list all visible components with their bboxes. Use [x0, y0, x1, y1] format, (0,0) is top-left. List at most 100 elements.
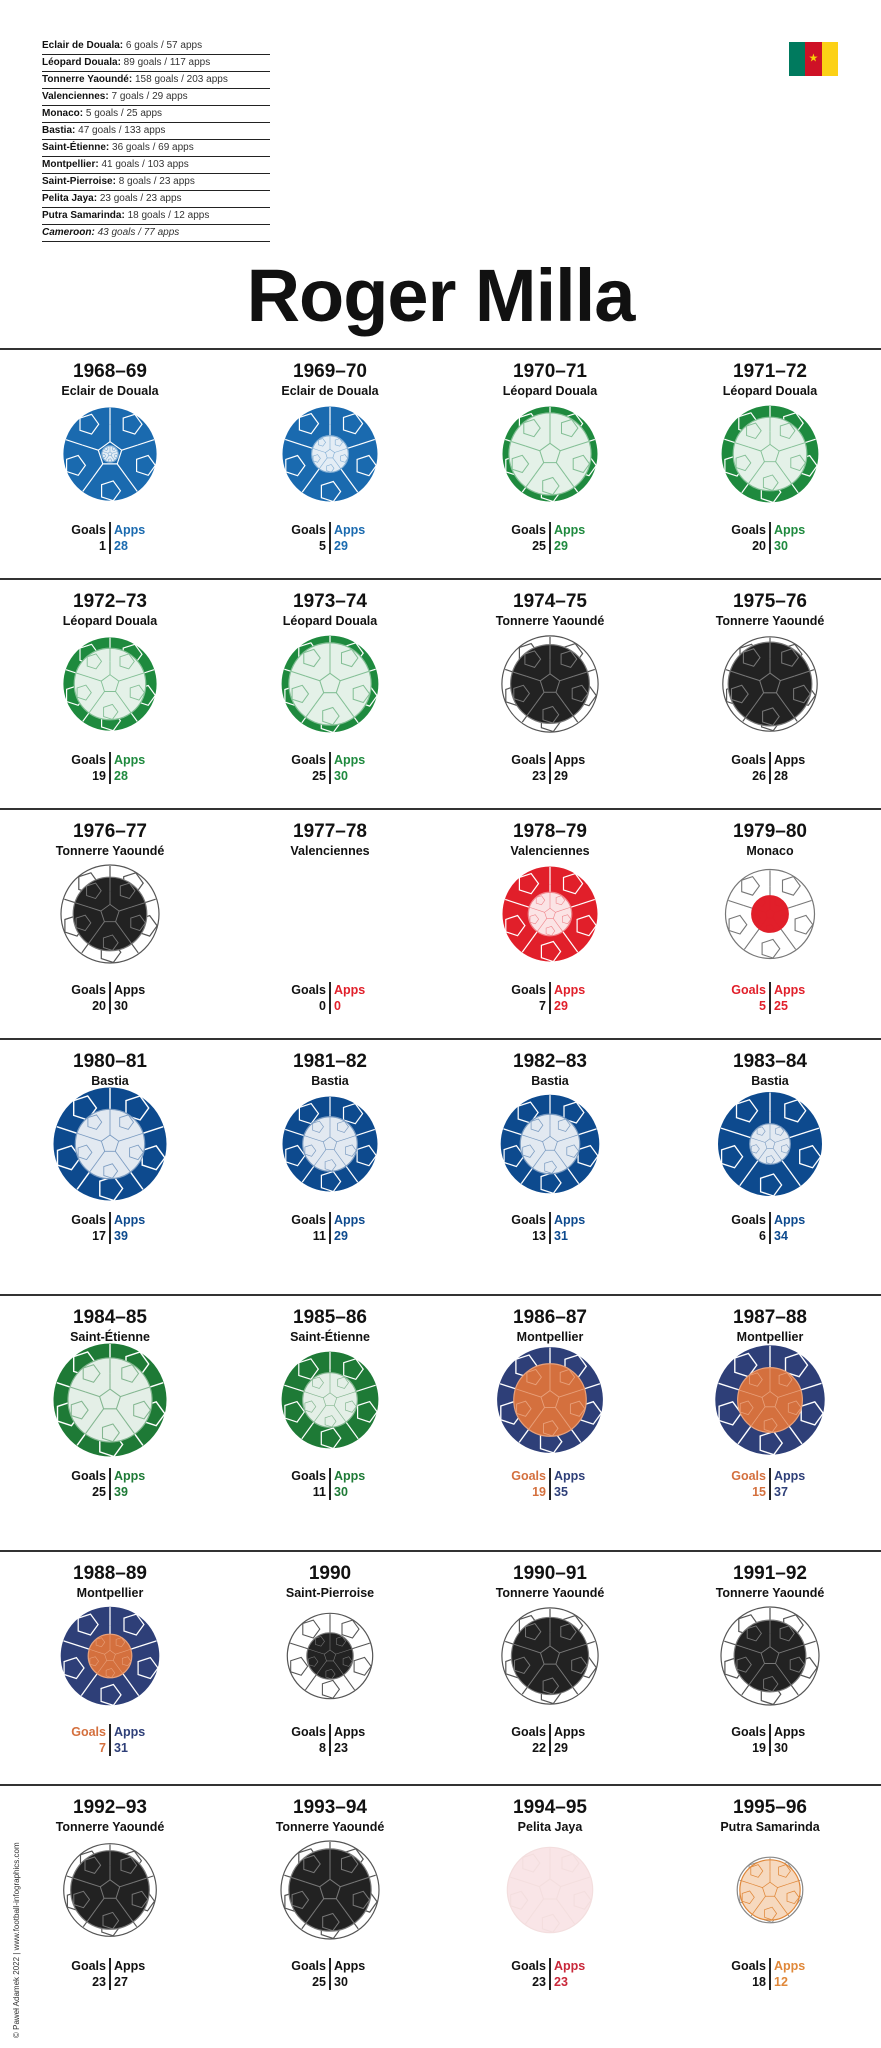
apps-label: Apps — [334, 983, 366, 997]
club-label: Montpellier — [736, 1330, 804, 1344]
season-stats: Goals 11 Apps 29 — [220, 1210, 440, 1248]
goals-label: Goals — [291, 1725, 326, 1739]
season-label: 1982–83 — [513, 1051, 587, 1072]
club-label: Tonnerre Yaoundé — [55, 844, 165, 858]
apps-label: Apps — [554, 983, 586, 997]
club-label: Tonnerre Yaoundé — [275, 1820, 385, 1834]
season-card: 1993–94 Tonnerre Yaoundé Goals 25 Apps 30 — [220, 1786, 440, 2016]
row-divider — [0, 1038, 881, 1040]
summary-club: Monaco: — [42, 108, 84, 119]
summary-row: Tonnerre Yaoundé: 158 goals / 203 apps — [42, 72, 270, 89]
season-card: 1976–77 Tonnerre Yaoundé Goals 20 Apps 30 — [0, 810, 220, 1040]
stats-divider — [329, 1724, 331, 1756]
goals-ball — [733, 1619, 807, 1693]
season-label: 1992–93 — [73, 1797, 147, 1818]
apps-label: Apps — [114, 1213, 146, 1227]
goals-value: 7 — [99, 1741, 106, 1755]
apps-value: 35 — [554, 1485, 568, 1499]
goals-value: 0 — [319, 999, 326, 1013]
ball-visual — [440, 1552, 660, 1782]
apps-label: Apps — [334, 753, 366, 767]
goals-value: 6 — [759, 1229, 766, 1243]
goals-ball — [101, 445, 119, 463]
season-label: 1970–71 — [513, 361, 587, 382]
apps-label: Apps — [114, 983, 146, 997]
season-stats: Goals 1 Apps 28 — [0, 520, 220, 558]
goals-ball — [288, 1848, 372, 1932]
ball-visual — [440, 1786, 660, 2016]
club-label: Léopard Douala — [502, 384, 598, 398]
season-stats: Goals 17 Apps 39 — [0, 1210, 220, 1248]
summary-club: Montpellier: — [42, 159, 99, 170]
club-label: Valenciennes — [510, 844, 590, 858]
apps-value: 29 — [554, 999, 568, 1013]
season-stats: Goals 8 Apps 23 — [220, 1722, 440, 1760]
goals-value: 25 — [312, 769, 326, 783]
stats-divider — [549, 1724, 551, 1756]
goals-label: Goals — [511, 1469, 546, 1483]
season-stats: Goals 7 Apps 31 — [0, 1722, 220, 1760]
goals-value: 23 — [532, 1975, 546, 1989]
club-label: Tonnerre Yaoundé — [715, 614, 825, 628]
stats-divider — [769, 1212, 771, 1244]
apps-value: 30 — [334, 1485, 348, 1499]
season-card: 1968–69 Eclair de Douala Goals 1 Apps 28 — [0, 350, 220, 580]
season-card: 1995–96 Putra Samarinda Goals 18 Apps 12 — [660, 1786, 880, 2016]
summary-club: Pelita Jaya: — [42, 193, 98, 204]
season-card: 1990 Saint-Pierroise Goals 8 Apps 23 — [220, 1552, 440, 1782]
apps-value: 12 — [774, 1975, 788, 1989]
apps-value: 25 — [774, 999, 788, 1013]
apps-label: Apps — [554, 523, 586, 537]
club-label: Tonnerre Yaoundé — [495, 1586, 605, 1600]
summary-club: Tonnerre Yaoundé: — [42, 74, 133, 85]
season-card: 1991–92 Tonnerre Yaoundé Goals 19 Apps 30 — [660, 1552, 880, 1782]
goals-label: Goals — [731, 1213, 766, 1227]
goals-label: Goals — [291, 523, 326, 537]
goals-value: 1 — [99, 539, 106, 553]
flag-stripe-red: ★ — [805, 42, 822, 76]
season-stats: Goals 6 Apps 34 — [660, 1210, 880, 1248]
season-card: 1994–95 Pelita Jaya Goals 23 Apps 23 — [440, 1786, 660, 2016]
season-label: 1994–95 — [513, 1797, 587, 1818]
goals-label: Goals — [71, 753, 106, 767]
goals-value: 22 — [532, 1741, 546, 1755]
goals-value: 19 — [532, 1485, 546, 1499]
summary-row: Bastia: 47 goals / 133 apps — [42, 123, 270, 140]
ball-visual — [0, 1040, 220, 1270]
summary-stat: 8 goals / 23 apps — [115, 176, 195, 187]
stats-divider — [109, 1958, 111, 1990]
season-label: 1969–70 — [293, 361, 367, 382]
season-stats: Goals 13 Apps 31 — [440, 1210, 660, 1248]
ball-visual — [440, 350, 660, 580]
summary-club: Eclair de Douala: — [42, 40, 124, 51]
goals-ball — [732, 416, 808, 492]
goals-label: Goals — [291, 983, 326, 997]
season-stats: Goals 11 Apps 30 — [220, 1466, 440, 1504]
apps-value: 23 — [554, 1975, 568, 1989]
summary-stat: 23 goals / 23 apps — [97, 193, 182, 204]
goals-ball — [509, 643, 591, 725]
goals-label: Goals — [731, 1469, 766, 1483]
goals-ball — [737, 1367, 803, 1433]
stats-divider — [549, 522, 551, 554]
apps-label: Apps — [114, 1725, 146, 1739]
ball-visual — [660, 580, 880, 810]
ball-visual — [220, 1296, 440, 1526]
season-label: 1988–89 — [73, 1563, 147, 1584]
goals-value: 26 — [752, 769, 766, 783]
season-stats: Goals 20 Apps 30 — [0, 980, 220, 1018]
club-label: Léopard Douala — [62, 614, 158, 628]
ball-visual — [660, 1296, 880, 1526]
goals-ball — [519, 1113, 581, 1175]
goals-label: Goals — [511, 983, 546, 997]
season-stats: Goals 23 Apps 23 — [440, 1956, 660, 1994]
stats-divider — [109, 1212, 111, 1244]
ball-visual — [660, 1552, 880, 1782]
apps-label: Apps — [554, 753, 586, 767]
goals-value: 13 — [532, 1229, 546, 1243]
apps-label: Apps — [114, 1469, 146, 1483]
stats-divider — [549, 982, 551, 1014]
apps-value: 39 — [114, 1229, 128, 1243]
apps-value: 29 — [334, 1229, 348, 1243]
season-stats: Goals 0 Apps 0 — [220, 980, 440, 1018]
